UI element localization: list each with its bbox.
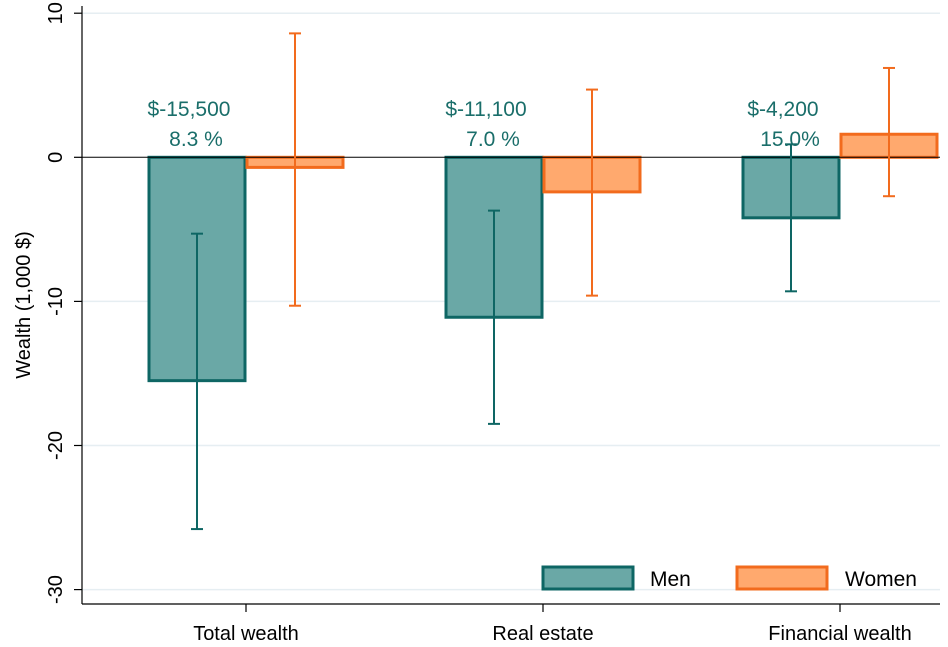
error-bar-women-3 <box>883 66 895 198</box>
legend-label-men: Men <box>650 568 691 591</box>
y-tick-label: 10 <box>45 2 67 24</box>
data-label-percent-1: 8.3 % <box>169 128 223 151</box>
y-tick-label: -20 <box>45 431 67 460</box>
data-label-percent-2: 7.0 % <box>466 128 520 151</box>
axes: 10 0 -10 -20 -30 Total wealth Real estate Finan… <box>45 2 940 645</box>
x-tick-label: Total wealth <box>193 623 299 645</box>
legend-label-women: Women <box>845 568 917 591</box>
y-axis-title: Wealth (1,000 $) <box>13 231 35 379</box>
data-label-amount-3: $-4,200 <box>747 98 818 121</box>
data-labels: $-15,500 8.3 % $-11,100 7.0 % $-4,200 15.0% <box>148 98 820 151</box>
x-tick-label: Real estate <box>492 623 593 645</box>
error-bar-men-2 <box>488 209 500 425</box>
error-bar-women-1 <box>289 32 301 307</box>
bars <box>147 132 939 383</box>
y-tick-label: -30 <box>45 575 67 604</box>
y-tick-label: 0 <box>45 152 67 163</box>
error-bar-men-3 <box>785 143 797 293</box>
legend-swatch-men <box>541 565 635 591</box>
data-label-percent-3: 15.0% <box>760 128 820 151</box>
x-tick-label: Financial wealth <box>768 623 911 645</box>
error-bars <box>191 32 895 531</box>
error-bar-men-1 <box>191 232 203 531</box>
data-label-amount-2: $-11,100 <box>445 98 526 121</box>
legend: Men Women <box>541 565 917 591</box>
data-label-amount-1: $-15,500 <box>148 98 231 121</box>
error-bar-women-2 <box>586 88 598 297</box>
y-tick-label: -10 <box>45 287 67 316</box>
legend-swatch-women <box>735 565 829 591</box>
